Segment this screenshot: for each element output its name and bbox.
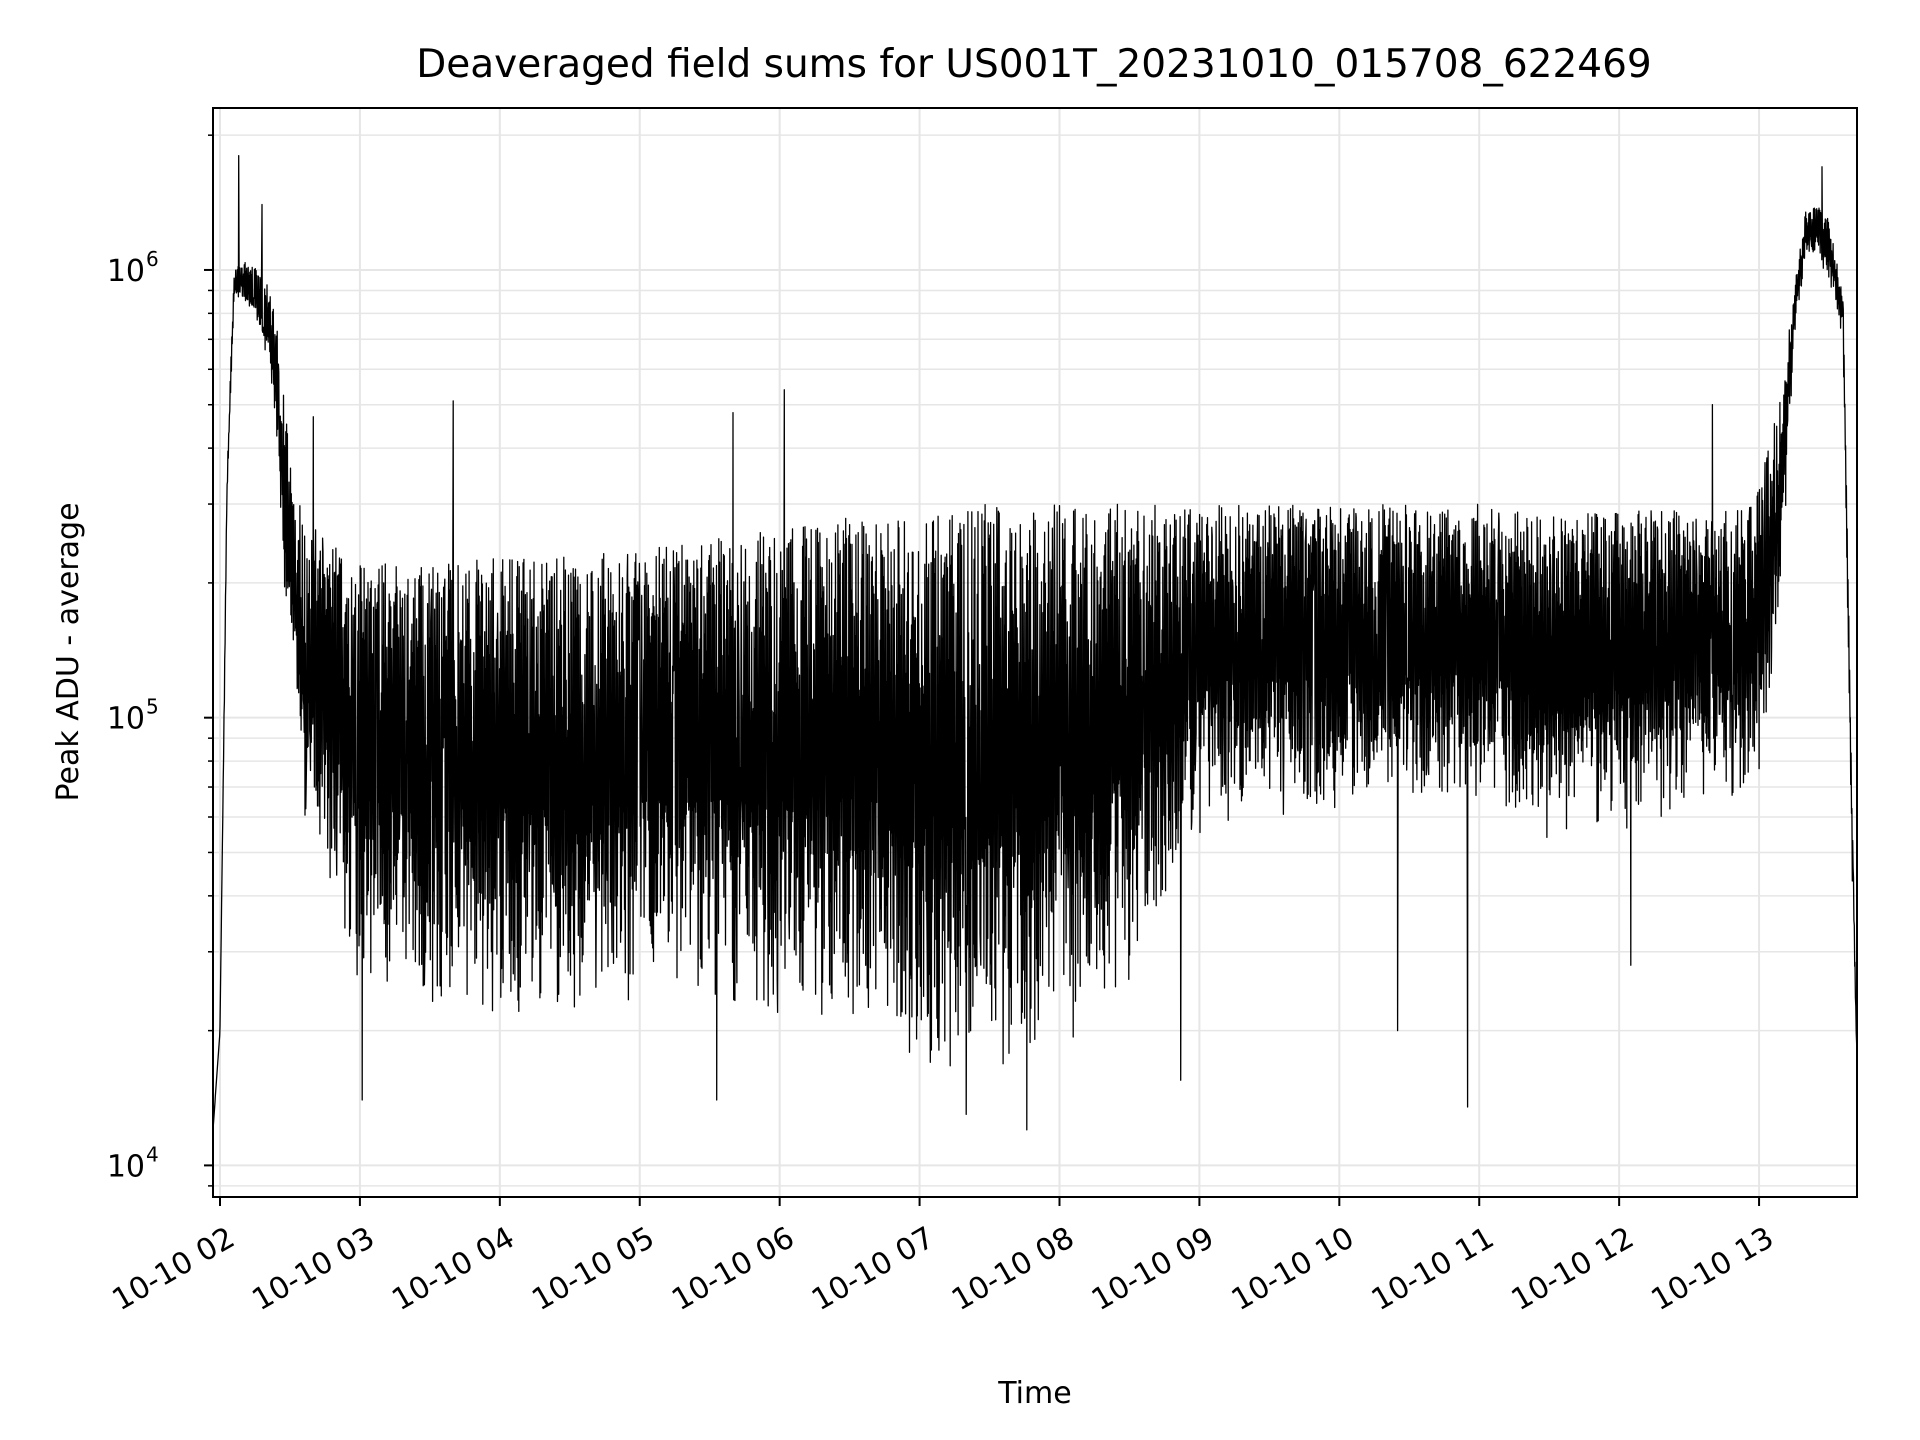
plot-frame [212, 107, 1858, 1198]
y-tick-label: 10 [107, 702, 145, 737]
y-tick-label: 10 [107, 1149, 145, 1184]
y-tick-exponent: 6 [146, 247, 159, 271]
chart-title: Deaveraged field sums for US001T_2023101… [416, 42, 1651, 87]
y-axis-label: Peak ADU - average [51, 502, 86, 801]
y-tick-exponent: 4 [146, 1142, 159, 1166]
series-line [212, 155, 1858, 1131]
x-axis-label: Time [997, 1376, 1071, 1411]
y-tick-exponent: 5 [146, 695, 159, 719]
series [212, 155, 1858, 1131]
y-tick-label: 10 [107, 254, 145, 289]
